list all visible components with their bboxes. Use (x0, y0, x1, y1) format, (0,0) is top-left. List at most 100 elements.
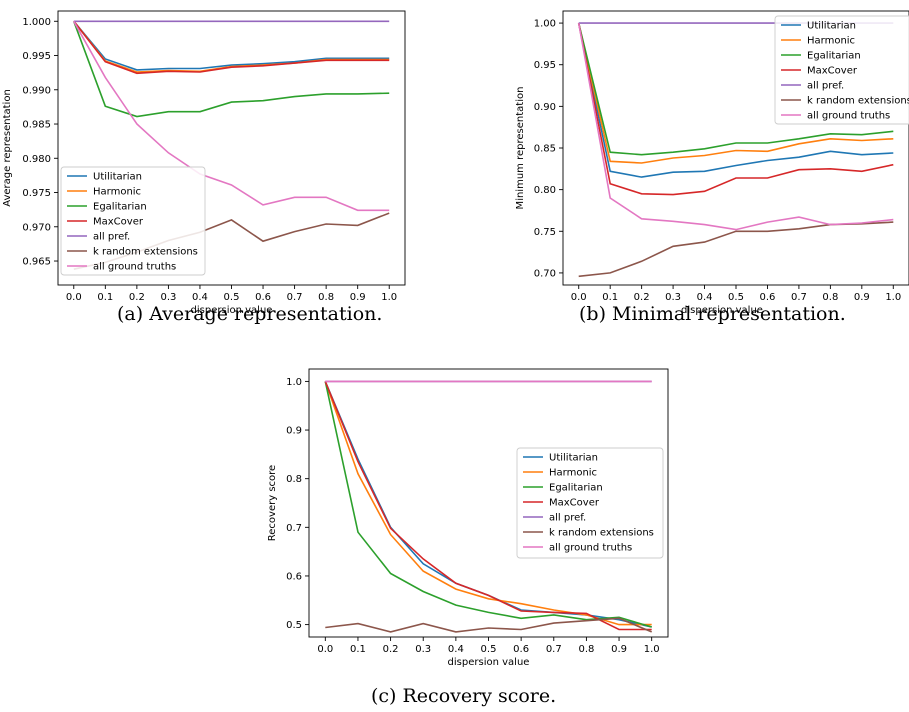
y-tick-label: 0.8 (286, 474, 302, 485)
legend-label: Egalitarian (807, 51, 861, 62)
legend-label: k random extensions (549, 528, 654, 539)
legend-label: all ground truths (549, 543, 632, 554)
legend-label: Egalitarian (549, 483, 603, 494)
series-line-harmonic (577, 22, 894, 164)
legend-label: Utilitarian (807, 21, 856, 32)
y-tick-label: 1.0 (286, 377, 302, 388)
caption-c: (c) Recovery score. (371, 685, 557, 707)
x-axis-label: dispersion value (448, 657, 530, 668)
caption-b: (b) Minimal representation. (579, 303, 846, 325)
x-tick-label: 0.9 (350, 292, 366, 303)
x-tick-label: 0.4 (448, 644, 464, 655)
legend-label: all pref. (549, 513, 586, 524)
legend-label: Harmonic (549, 468, 597, 479)
series-line-utilitarian (73, 20, 390, 71)
y-tick-label: 0.80 (534, 185, 556, 196)
y-axis-label: Average representation (2, 89, 13, 207)
x-tick-label: 0.8 (822, 292, 838, 303)
x-tick-label: 0.3 (665, 292, 681, 303)
x-tick-label: 0.9 (611, 644, 627, 655)
x-tick-label: 0.2 (129, 292, 145, 303)
x-axis-label: dispersion value (681, 305, 763, 316)
y-tick-label: 0.9 (286, 426, 302, 437)
x-tick-label: 0.7 (287, 292, 303, 303)
x-tick-label: 0.7 (791, 292, 807, 303)
legend-label: all ground truths (93, 262, 176, 273)
x-tick-label: 0.1 (350, 644, 366, 655)
y-tick-label: 0.975 (22, 188, 51, 199)
legend-label: k random extensions (93, 247, 198, 258)
x-tick-label: 0.6 (760, 292, 776, 303)
series-line-maxcover (577, 22, 894, 196)
y-tick-label: 0.7 (286, 523, 302, 534)
legend-box (60, 166, 206, 276)
y-tick-label: 0.70 (534, 268, 556, 279)
y-tick-label: 0.6 (286, 571, 302, 582)
y-tick-label: 0.5 (286, 620, 302, 631)
x-tick-label: 0.3 (415, 644, 431, 655)
legend-label: all pref. (807, 81, 844, 92)
x-tick-label: 1.0 (381, 292, 397, 303)
series-line-egalitarian (577, 22, 894, 156)
y-tick-label: 0.75 (534, 227, 556, 238)
series-line-maxcover (324, 381, 652, 631)
series-line-all-ground-truths (73, 20, 390, 212)
y-tick-label: 0.90 (534, 102, 556, 113)
series-line-utilitarian (577, 22, 894, 178)
legend-label: Harmonic (807, 36, 855, 47)
y-axis-label: Recovery score (267, 465, 278, 541)
legend: Utilitarian Harmonic Egalitarian MaxCover al… (774, 15, 909, 125)
x-tick-label: 0.8 (578, 644, 594, 655)
legend-label: Egalitarian (93, 202, 147, 213)
legend-label: k random extensions (807, 96, 909, 107)
x-tick-label: 0.2 (634, 292, 650, 303)
y-tick-label: 0.995 (22, 51, 51, 62)
caption-a: (a) Average representation. (117, 303, 383, 325)
y-tick-label: 0.990 (22, 85, 51, 96)
x-tick-label: 0.0 (66, 292, 82, 303)
y-tick-label: 0.965 (22, 257, 51, 268)
x-tick-label: 0.1 (602, 292, 618, 303)
legend-label: all pref. (93, 232, 130, 243)
y-tick-label: 0.985 (22, 120, 51, 131)
legend-label: Harmonic (93, 187, 141, 198)
x-axis-label: dispersion value (191, 305, 273, 316)
legend-box (516, 447, 664, 559)
chart-0: 0.0 0.1 0.2 0.3 0.4 0.5 0.6 0.7 0.8 0.9 1.0 0.965 0.… (2, 10, 406, 316)
y-tick-label: 0.970 (22, 222, 51, 233)
legend-label: MaxCover (549, 498, 600, 509)
x-tick-label: 0.3 (160, 292, 176, 303)
chart-2: 0.0 0.1 0.2 0.3 0.4 0.5 0.6 0.7 0.8 0.9 1.0 0.5 0.6 0… (267, 368, 669, 668)
x-tick-label: 1.0 (885, 292, 901, 303)
x-tick-label: 1.0 (644, 644, 660, 655)
x-tick-label: 0.6 (255, 292, 271, 303)
x-tick-label: 0.4 (192, 292, 208, 303)
series-line-egalitarian (73, 21, 390, 118)
legend: Utilitarian Harmonic Egalitarian MaxCover al… (60, 166, 206, 276)
x-tick-label: 0.7 (546, 644, 562, 655)
y-axis-label: Minimum representation (515, 87, 526, 210)
x-tick-label: 0.0 (317, 644, 333, 655)
x-tick-label: 0.5 (224, 292, 240, 303)
y-tick-label: 0.85 (534, 144, 556, 155)
legend-label: all ground truths (807, 111, 890, 122)
x-tick-label: 0.9 (854, 292, 870, 303)
y-tick-label: 1.00 (534, 19, 556, 30)
y-tick-label: 1.000 (22, 17, 51, 28)
chart-1: 0.0 0.1 0.2 0.3 0.4 0.5 0.6 0.7 0.8 0.9 1.0 0.70 0.7… (515, 10, 909, 316)
legend-label: MaxCover (807, 66, 858, 77)
x-tick-label: 0.2 (383, 644, 399, 655)
legend-box (774, 15, 909, 125)
x-tick-label: 0.0 (571, 292, 587, 303)
x-tick-label: 0.8 (318, 292, 334, 303)
y-tick-label: 0.95 (534, 60, 556, 71)
legend-label: MaxCover (93, 217, 144, 228)
x-tick-label: 0.5 (728, 292, 744, 303)
legend-label: Utilitarian (93, 172, 142, 183)
x-tick-label: 0.4 (697, 292, 713, 303)
y-tick-label: 0.980 (22, 154, 51, 165)
series-line-all-ground-truths (577, 22, 894, 231)
x-tick-label: 0.1 (97, 292, 113, 303)
legend: Utilitarian Harmonic Egalitarian MaxCover al… (516, 447, 664, 559)
